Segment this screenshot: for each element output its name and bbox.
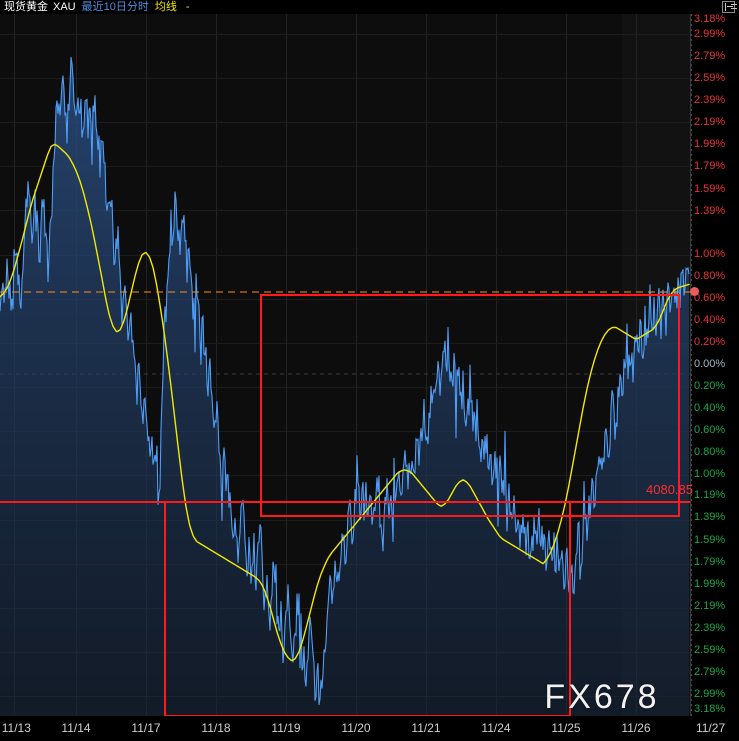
axis-spine: [690, 14, 691, 716]
date-axis-bottom[interactable]: 11/13 11/14 11/17 11/18 11/19 11/20 11/21 11/24…: [0, 716, 739, 741]
price-axis-tick: 0.40%: [694, 313, 726, 326]
date-axis-tick: 11/19: [271, 721, 301, 735]
date-axis-tick: 11/26: [621, 721, 651, 735]
price-axis-tick: 0.80%: [694, 446, 726, 459]
price-line-series: [0, 57, 690, 705]
price-axis-tick: 0.60%: [694, 424, 726, 437]
expand-panel-icon[interactable]: [722, 1, 735, 13]
price-axis-tick: 0.00%: [694, 358, 726, 370]
symbol-code[interactable]: XAU: [53, 1, 76, 13]
price-axis-tick: 3.18%: [694, 13, 726, 25]
price-axis-tick: 0.80%: [694, 269, 726, 282]
date-axis-tick: 11/21: [411, 721, 441, 735]
price-axis-tick: 1.00%: [694, 247, 726, 260]
price-axis-tick: 0.40%: [694, 402, 726, 415]
price-axis-tick: 2.39%: [694, 621, 726, 634]
price-axis-tick: 3.18%: [694, 703, 726, 715]
moving-average-line-series: [0, 143, 690, 662]
last-price-tag: 4080.85: [646, 482, 693, 497]
price-axis-tick: 2.79%: [694, 665, 726, 678]
date-axis-tick: 11/14: [61, 721, 91, 735]
date-axis-tick: 11/17: [131, 721, 161, 735]
price-axis-tick: 1.79%: [694, 555, 726, 568]
symbol-name[interactable]: 现货黄金: [4, 1, 48, 13]
last-price-marker-dot: [690, 287, 699, 296]
price-axis-tick: 0.60%: [694, 291, 726, 304]
date-axis-tick: 11/13: [1, 721, 31, 735]
price-axis-tick: 1.19%: [694, 489, 726, 502]
chart-canvas: [0, 14, 690, 716]
price-axis-tick: 2.59%: [694, 643, 726, 656]
price-axis-tick: 2.99%: [694, 27, 726, 40]
range-label[interactable]: 最近10日分时: [81, 1, 149, 13]
ma-legend-value: -: [185, 1, 190, 13]
price-axis-tick: 2.99%: [694, 688, 726, 701]
price-axis-tick: 2.19%: [694, 116, 726, 129]
price-axis-tick: 0.20%: [694, 380, 726, 393]
price-axis-tick: 1.39%: [694, 511, 726, 524]
price-axis-tick: 2.19%: [694, 599, 726, 612]
price-area-fill: [0, 57, 689, 716]
price-axis-tick: 2.59%: [694, 72, 726, 85]
price-axis-tick: 1.79%: [694, 160, 726, 173]
date-axis-tick: 11/27: [695, 721, 726, 735]
price-axis-tick: 2.79%: [694, 50, 726, 63]
price-axis-right[interactable]: 3.18% 2.99% 2.79% 2.59% 2.39% 2.19% 1.99% 1.79%…: [690, 14, 739, 716]
annotation-box-upper: [260, 294, 680, 517]
chart-header: 现货黄金 XAU 最近10日分时 均线 -: [0, 0, 739, 14]
price-axis-tick: 1.59%: [694, 182, 726, 195]
price-axis-tick: 2.39%: [694, 94, 726, 107]
price-axis-tick: 1.39%: [694, 204, 726, 217]
price-axis-tick: 0.20%: [694, 335, 726, 348]
chart-plot-area[interactable]: [0, 14, 690, 716]
price-axis-tick: 1.59%: [694, 533, 726, 546]
axis-dotted-rail: [691, 14, 692, 716]
date-axis-tick: 11/25: [551, 721, 581, 735]
price-axis-tick: 1.99%: [694, 577, 726, 590]
brand-watermark: FX678: [544, 678, 660, 716]
date-axis-tick: 11/18: [201, 721, 231, 735]
date-axis-tick: 11/24: [481, 721, 511, 735]
date-axis-tick: 11/20: [341, 721, 371, 735]
ma-legend-label: 均线: [154, 1, 177, 13]
price-axis-tick: 1.00%: [694, 468, 726, 481]
price-axis-tick: 1.99%: [694, 138, 726, 151]
